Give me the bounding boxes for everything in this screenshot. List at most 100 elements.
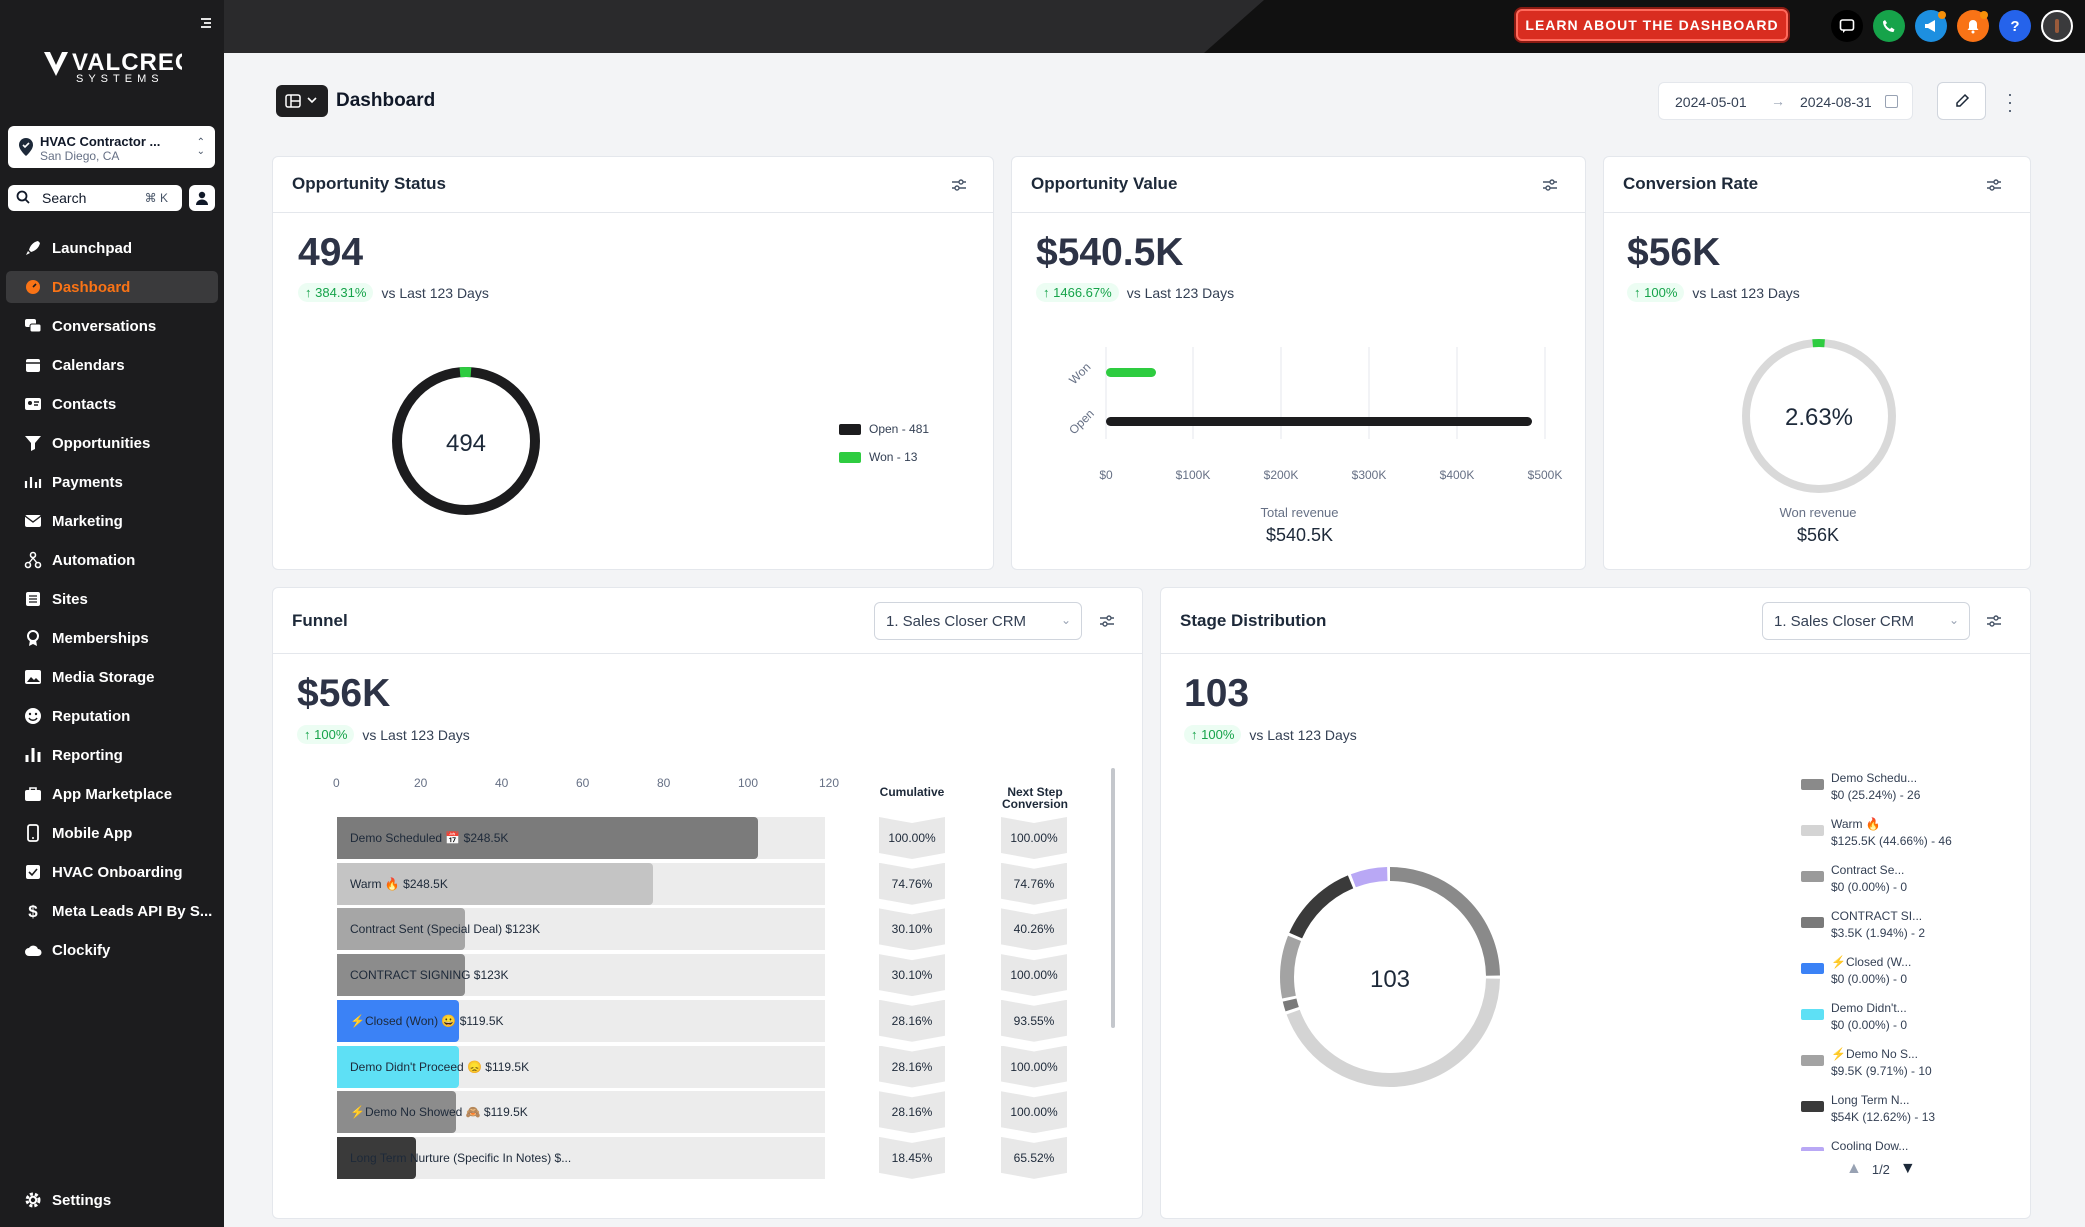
funnel-row[interactable]: Contract Sent (Special Deal) $123K xyxy=(337,908,825,951)
sidebar-item-memberships[interactable]: Memberships xyxy=(6,622,218,654)
sidebar-item-label: Dashboard xyxy=(52,278,131,296)
donut-segment xyxy=(1280,867,1500,1087)
sidebar-item-launchpad[interactable]: Launchpad xyxy=(6,232,218,264)
funnel-row[interactable]: ⚡Demo No Showed 🙈 $119.5K xyxy=(337,1091,825,1134)
pencil-icon xyxy=(1955,93,1969,107)
sidebar-item-marketing[interactable]: Marketing xyxy=(6,505,218,537)
axis-tick-label: 60 xyxy=(576,776,590,790)
sidebar-item-calendars[interactable]: Calendars xyxy=(6,349,218,381)
filter-settings-icon[interactable] xyxy=(951,177,967,193)
sidebar-collapse-icon[interactable] xyxy=(198,16,214,32)
tick-label: $100K xyxy=(1176,468,1211,482)
legend-page: 1/2 xyxy=(1871,1161,1890,1177)
funnel-row[interactable]: CONTRACT SIGNING $123K xyxy=(337,954,825,997)
legend-item[interactable]: Cooling Dow... xyxy=(1801,1139,2001,1151)
page-up-icon[interactable]: ▲ xyxy=(1846,1160,1862,1177)
legend-stage-name: ⚡Closed (W... xyxy=(1831,955,1912,969)
help-icon[interactable]: ? xyxy=(1999,10,2031,42)
funnel-pipeline-select[interactable]: 1. Sales Closer CRM ⌄ xyxy=(874,602,1082,640)
more-options-icon[interactable]: · · · xyxy=(2007,84,2013,120)
legend-item-open: Open - 481 xyxy=(839,422,929,436)
legend-item[interactable]: CONTRACT SI... $3.5K (1.94%) - 2 xyxy=(1801,909,2001,949)
filter-settings-icon[interactable] xyxy=(1986,177,2002,193)
gear-icon xyxy=(23,1190,43,1210)
badge-icon xyxy=(23,628,43,648)
sidebar-item-dashboard[interactable]: Dashboard xyxy=(6,271,218,303)
funnel-row[interactable]: Long Term Nurture (Specific In Notes) $.… xyxy=(337,1136,825,1179)
page-down-icon[interactable]: ▼ xyxy=(1899,1160,1916,1177)
sidebar-item-meta-leads-api-by-s[interactable]: $ Meta Leads API By S... xyxy=(6,895,218,927)
card-title: Opportunity Value xyxy=(1031,174,1178,193)
legend-item[interactable]: Demo Didn't... $0 (0.00%) - 0 xyxy=(1801,1001,2001,1041)
legend-item[interactable]: ⚡Demo No S... $9.5K (9.71%) - 10 xyxy=(1801,1047,2001,1087)
legend-swatch xyxy=(1801,1009,1824,1020)
sidebar-item-reporting[interactable]: Reporting xyxy=(6,739,218,771)
megaphone-icon[interactable] xyxy=(1915,10,1947,42)
axis-tick-label: 120 xyxy=(819,776,840,790)
conversion-rate-gauge: 2.63% xyxy=(1742,339,1896,493)
sidebar-item-mobile-app[interactable]: Mobile App xyxy=(6,817,218,849)
bell-icon[interactable] xyxy=(1957,10,1989,42)
sidebar-item-clockify[interactable]: Clockify xyxy=(6,934,218,966)
card-header: Opportunity Value xyxy=(1012,157,1585,213)
date-start: 2024-05-01 xyxy=(1675,94,1747,110)
category-label-open: Open xyxy=(1066,406,1097,437)
user-avatar-icon[interactable] xyxy=(2041,10,2073,42)
sidebar-search[interactable]: Search ⌘ K xyxy=(8,185,182,211)
card-title: Stage Distribution xyxy=(1180,611,1327,630)
filter-settings-icon[interactable] xyxy=(1986,613,2002,629)
gauge-center-label: 2.63% xyxy=(1785,404,1853,431)
funnel-row[interactable]: ⚡Closed (Won) 😀 $119.5K xyxy=(337,999,825,1042)
location-switcher[interactable]: HVAC Contractor ... San Diego, CA ⌃ ⌄ xyxy=(8,126,215,168)
legend-item[interactable]: Long Term N... $54K (12.62%) - 13 xyxy=(1801,1093,2001,1133)
sidebar-item-settings[interactable]: Settings xyxy=(23,1190,111,1210)
sidebar-item-opportunities[interactable]: Opportunities xyxy=(6,427,218,459)
legend-item[interactable]: Demo Schedu... $0 (25.24%) - 26 xyxy=(1801,771,2001,811)
next-step-conversion-cell: 65.52% xyxy=(1001,1136,1067,1179)
funnel-scrollbar[interactable] xyxy=(1111,768,1115,1028)
sidebar-item-payments[interactable]: Payments xyxy=(6,466,218,498)
legend-item[interactable]: Contract Se... $0 (0.00%) - 0 xyxy=(1801,863,2001,903)
legend-item[interactable]: ⚡Closed (W... $0 (0.00%) - 0 xyxy=(1801,955,2001,995)
funnel-stage-label: Warm 🔥 $248.5K xyxy=(350,876,448,891)
legend-item[interactable]: Warm 🔥 $125.5K (44.66%) - 46 xyxy=(1801,817,2001,857)
funnel-bar xyxy=(337,862,653,905)
phone-icon[interactable] xyxy=(1873,10,1905,42)
sidebar-item-app-marketplace[interactable]: App Marketplace xyxy=(6,778,218,810)
sidebar-item-reputation[interactable]: Reputation xyxy=(6,700,218,732)
legend-stage-name: Contract Se... xyxy=(1831,863,1905,877)
funnel-row[interactable]: Warm 🔥 $248.5K xyxy=(337,862,825,905)
sidebar-item-label: Launchpad xyxy=(52,239,133,257)
metric-value: $56K xyxy=(1627,231,1721,274)
funnel-stage-label: Contract Sent (Special Deal) $123K xyxy=(350,922,541,937)
sidebar-item-sites[interactable]: Sites xyxy=(6,583,218,615)
sidebar-item-hvac-onboarding[interactable]: HVAC Onboarding xyxy=(6,856,218,888)
funnel-stage-label: Demo Scheduled 📅 $248.5K xyxy=(350,831,509,845)
sidebar-item-automation[interactable]: Automation xyxy=(6,544,218,576)
cumulative-cell: 28.16% xyxy=(879,1045,945,1088)
stage-distribution-legend: Demo Schedu... $0 (25.24%) - 26 Warm 🔥 $125… xyxy=(1801,771,2001,1151)
sidebar-item-contacts[interactable]: Contacts xyxy=(6,388,218,420)
legend-stage-name: Long Term N... xyxy=(1831,1093,1910,1107)
filter-settings-icon[interactable] xyxy=(1099,613,1115,629)
sidebar-item-conversations[interactable]: Conversations xyxy=(6,310,218,342)
chat-widget-icon[interactable] xyxy=(1831,10,1863,42)
funnel-bar xyxy=(337,1091,457,1134)
sidebar: VALCREO SYSTEMS HVAC Contractor ... San … xyxy=(0,0,224,1227)
contact-search-button[interactable] xyxy=(189,185,215,211)
cumulative-cell: 28.16% xyxy=(879,999,945,1042)
date-range-picker[interactable]: 2024-05-01 → 2024-08-31 xyxy=(1658,82,1913,120)
legend-swatch xyxy=(1801,1101,1824,1112)
next-step-conversion-cell: 100.00% xyxy=(1001,817,1067,859)
delta-text: vs Last 123 Days xyxy=(1249,726,1357,743)
stage-pipeline-select[interactable]: 1. Sales Closer CRM ⌄ xyxy=(1762,602,1970,640)
brand-name: VALCREO xyxy=(72,49,182,76)
dashboard-switcher[interactable] xyxy=(276,85,328,117)
edit-dashboard-button[interactable] xyxy=(1937,82,1986,120)
learn-about-dashboard-button[interactable]: LEARN ABOUT THE DASHBOARD xyxy=(1516,9,1788,41)
funnel-row[interactable]: Demo Scheduled 📅 $248.5K xyxy=(337,817,825,859)
sidebar-item-label: Reporting xyxy=(52,746,123,764)
filter-settings-icon[interactable] xyxy=(1542,177,1558,193)
sidebar-item-media-storage[interactable]: Media Storage xyxy=(6,661,218,693)
funnel-row[interactable]: Demo Didn't Proceed 😞 $119.5K xyxy=(337,1045,825,1088)
